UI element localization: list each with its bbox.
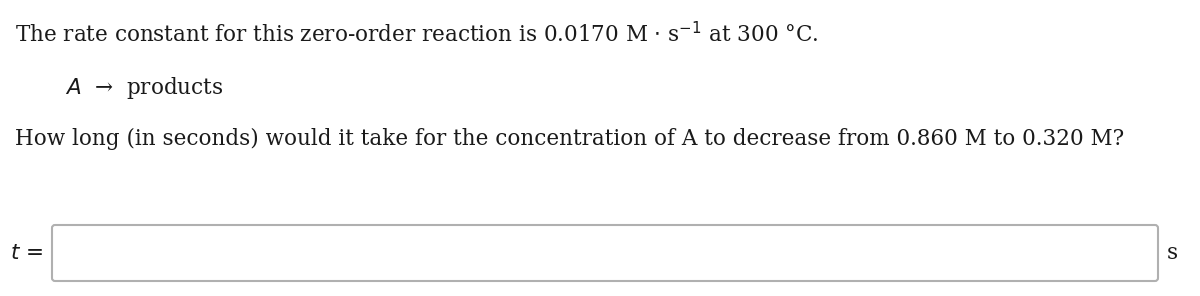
Text: How long (in seconds) would it take for the concentration of A to decrease from : How long (in seconds) would it take for … <box>14 128 1124 150</box>
Text: $\it{t}$ =: $\it{t}$ = <box>10 242 43 264</box>
Text: s: s <box>1166 242 1178 264</box>
Text: $\it{A}$  →  products: $\it{A}$ → products <box>65 75 223 101</box>
FancyBboxPatch shape <box>52 225 1158 281</box>
Text: The rate constant for this zero-order reaction is 0.0170 M $\cdot$ s$^{-1}$ at 3: The rate constant for this zero-order re… <box>14 22 818 47</box>
